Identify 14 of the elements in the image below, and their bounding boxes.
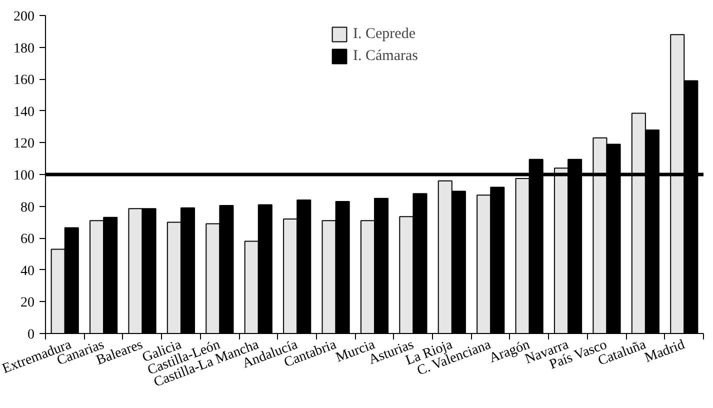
legend-label: I. Ceprede — [353, 26, 416, 42]
y-tick-label: 180 — [14, 41, 34, 56]
y-tick-label: 160 — [14, 73, 34, 88]
y-tick-label: 20 — [20, 296, 34, 311]
y-tick-label: 200 — [14, 10, 34, 24]
y-tick-label: 140 — [14, 104, 34, 120]
y-tick-label: 80 — [20, 200, 34, 216]
legend-label: I. Cámaras — [353, 48, 418, 64]
y-tick-label: 0 — [28, 328, 34, 342]
x-tick-label: Madrid — [642, 337, 687, 366]
y-tick-label: 60 — [20, 232, 34, 248]
y-tick-label: 100 — [14, 168, 34, 184]
y-tick-label: 40 — [20, 264, 34, 279]
y-tick-label: 120 — [14, 136, 34, 152]
